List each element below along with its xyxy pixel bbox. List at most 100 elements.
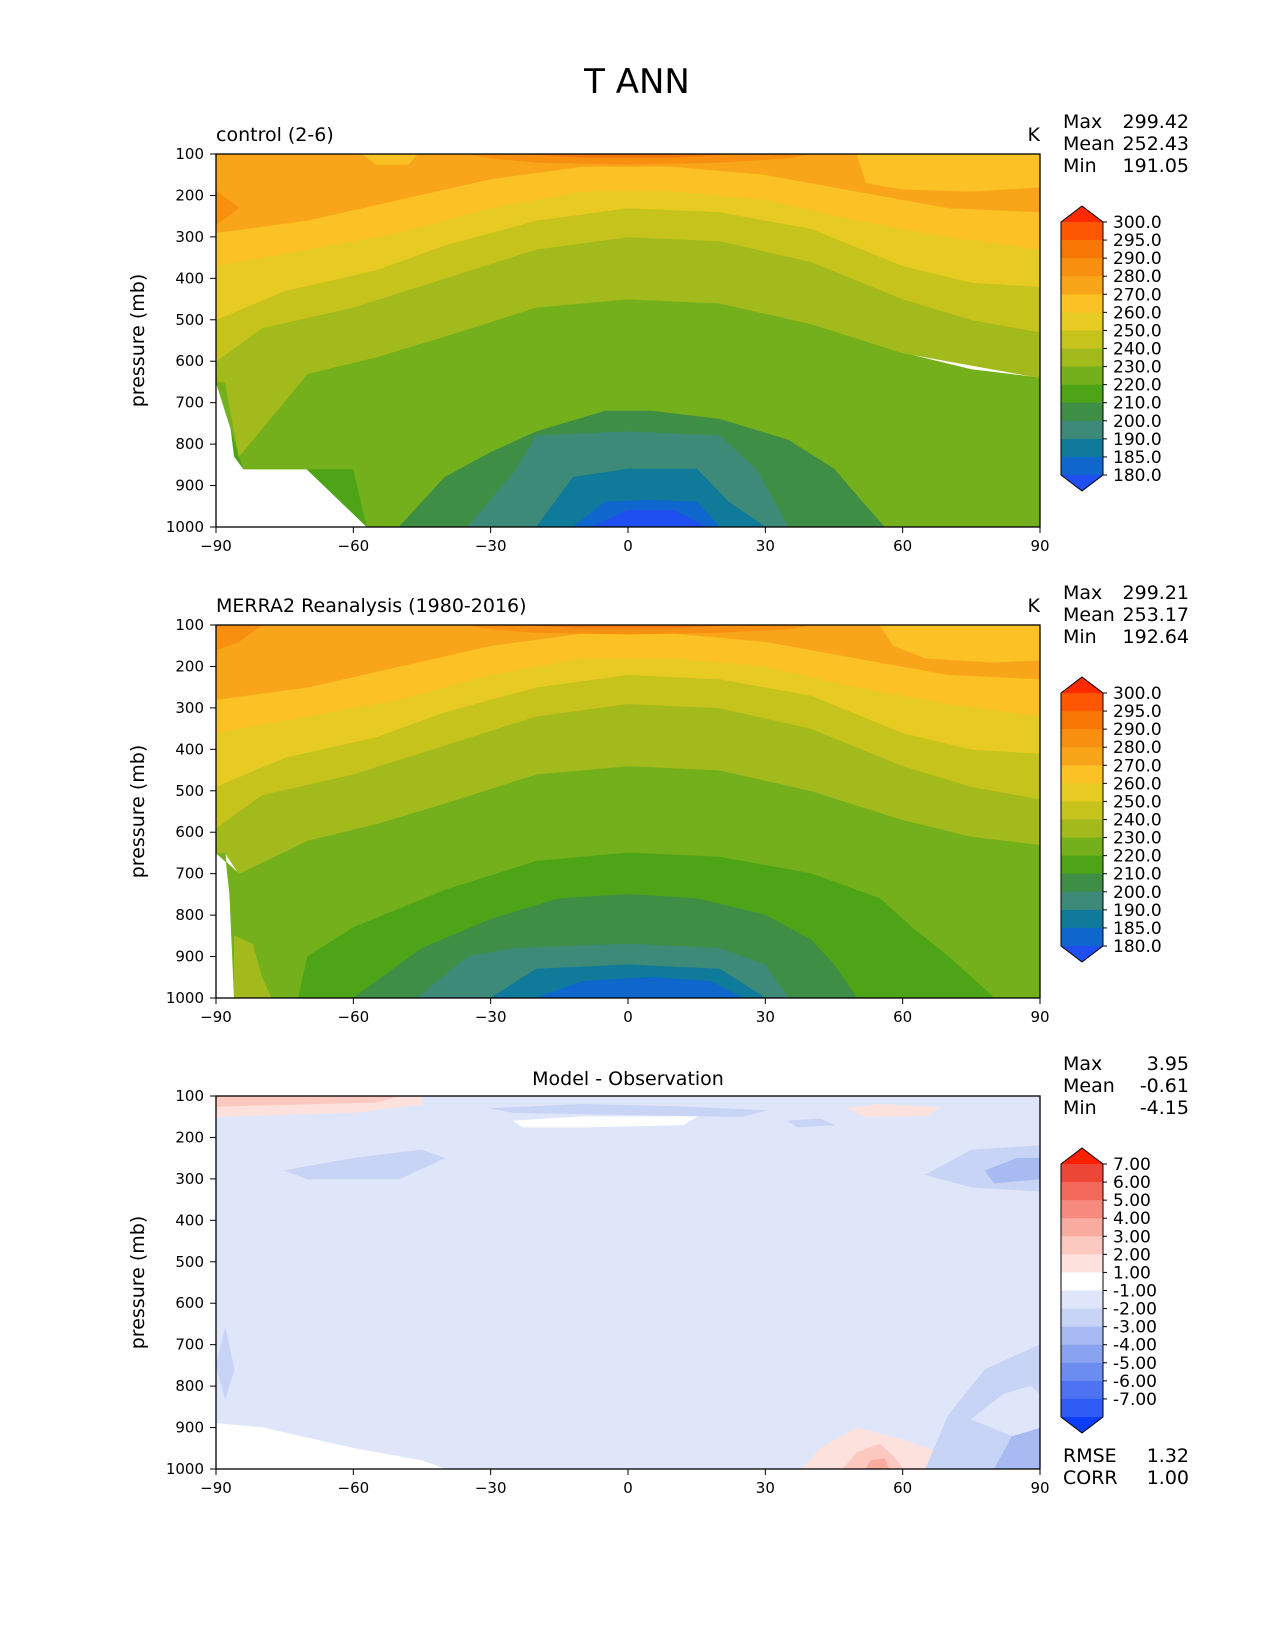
- colorbar-segment: [1061, 729, 1103, 748]
- colorbar-segment: [1061, 366, 1103, 386]
- colorbar-segment: [1061, 456, 1103, 476]
- colorbar-label: 1.00: [1113, 1263, 1151, 1283]
- colorbar-label: 300.0: [1113, 213, 1162, 233]
- colorbar: 300.0295.0290.0280.0270.0260.0250.0240.0…: [1060, 205, 1162, 492]
- x-tick-label: −30: [475, 1479, 507, 1497]
- colorbar-label: 190.0: [1113, 430, 1162, 450]
- colorbar-segment: [1061, 927, 1103, 947]
- y-tick-label: 300: [175, 1170, 204, 1188]
- contour-band-6: [787, 1118, 835, 1128]
- contour-band-9: [527, 154, 729, 158]
- stat-max-value: 3.95: [1147, 1053, 1189, 1075]
- colorbar-segment: [1061, 384, 1103, 404]
- colorbar-label: 260.0: [1113, 303, 1162, 323]
- colorbar-segment: [1061, 402, 1103, 422]
- y-tick-label: 200: [175, 657, 204, 675]
- colorbar-segment: [1061, 837, 1103, 857]
- y-tick-label: 700: [175, 865, 204, 883]
- colorbar-label: 7.00: [1113, 1155, 1151, 1175]
- colorbar-label: -7.00: [1113, 1390, 1157, 1410]
- units-label: K: [1028, 595, 1041, 617]
- y-tick-label: 300: [175, 699, 204, 717]
- colorbar-segment: [1061, 855, 1103, 875]
- contour-band-4: [283, 1149, 446, 1180]
- colorbar-label: 6.00: [1113, 1173, 1151, 1193]
- contour-band-18: [993, 1418, 1040, 1469]
- colorbar-segment: [1061, 801, 1103, 820]
- x-tick-label: −60: [338, 1008, 370, 1026]
- colorbar-label: 185.0: [1113, 448, 1162, 468]
- colorbar-label: 295.0: [1113, 231, 1162, 251]
- contour-band-8: [467, 154, 812, 165]
- y-tick-label: 500: [175, 311, 204, 329]
- contour-band-8: [527, 625, 729, 629]
- colorbar-segment: [1061, 1164, 1103, 1183]
- x-tick-label: −90: [200, 1008, 232, 1026]
- stat-max-label: Max: [1063, 1053, 1102, 1075]
- y-tick-label: 800: [175, 906, 204, 924]
- x-tick-label: 90: [1030, 1008, 1049, 1026]
- colorbar-segment: [1061, 258, 1103, 277]
- colorbar-segment: [1061, 1182, 1103, 1201]
- x-tick-label: −60: [338, 1479, 370, 1497]
- colorbar-label: 250.0: [1113, 321, 1162, 341]
- colorbar-segment: [1061, 1218, 1103, 1237]
- contour-band-15: [536, 976, 743, 998]
- contour-band-13: [216, 1328, 235, 1400]
- colorbar-segment: [1061, 1398, 1103, 1418]
- rmse-value: 1.32: [1147, 1445, 1189, 1467]
- colorbar-segment: [1061, 330, 1103, 349]
- y-tick-label: 900: [175, 948, 204, 966]
- colorbar-label: 4.00: [1113, 1209, 1151, 1229]
- y-tick-label: 600: [175, 1294, 204, 1312]
- contour-fills: [216, 1096, 1040, 1469]
- colorbar-label: 200.0: [1113, 883, 1162, 903]
- colorbar-label: -6.00: [1113, 1372, 1157, 1392]
- colorbar-segment: [1061, 783, 1103, 802]
- colorbar-segment: [1061, 909, 1103, 929]
- x-tick-label: 30: [756, 1479, 775, 1497]
- x-tick-label: 0: [623, 1479, 633, 1497]
- colorbar-label: 5.00: [1113, 1191, 1151, 1211]
- colorbar-label: 180.0: [1113, 466, 1162, 486]
- y-tick-label: 700: [175, 394, 204, 412]
- y-tick-label: 600: [175, 352, 204, 370]
- stat-max-value: 299.42: [1123, 111, 1189, 133]
- stat-min-value: -4.15: [1140, 1097, 1189, 1119]
- y-axis-label: pressure (mb): [127, 745, 149, 879]
- contour-band-3: [846, 1103, 941, 1118]
- corr-value: 1.00: [1147, 1467, 1189, 1489]
- contour-band-7: [467, 625, 812, 635]
- colorbar-segment: [1061, 240, 1103, 259]
- panel-title: control (2-6): [216, 124, 334, 146]
- stat-min-value: 192.64: [1123, 626, 1189, 648]
- y-tick-label: 100: [175, 1087, 204, 1105]
- contour-band-15: [842, 1443, 904, 1469]
- x-tick-label: 30: [756, 1008, 775, 1026]
- colorbar-label: -5.00: [1113, 1354, 1157, 1374]
- colorbar-label: -2.00: [1113, 1300, 1157, 1320]
- colorbar-label: 280.0: [1113, 738, 1162, 758]
- colorbar-label: 250.0: [1113, 792, 1162, 812]
- colorbar-segment: [1061, 765, 1103, 784]
- colorbar-label: 260.0: [1113, 774, 1162, 794]
- contour-band-11: [512, 1116, 698, 1128]
- stat-mean-value: 252.43: [1123, 133, 1189, 155]
- colorbar-segment: [1061, 1290, 1103, 1310]
- contour-band-5: [490, 1103, 766, 1118]
- contour-band-9: [879, 625, 1040, 663]
- stat-mean-value: -0.61: [1140, 1075, 1189, 1097]
- colorbar-label: 220.0: [1113, 847, 1162, 867]
- colorbar-label: 190.0: [1113, 901, 1162, 921]
- panel-title: Model - Observation: [532, 1068, 724, 1090]
- contour-band-10: [353, 1452, 424, 1469]
- x-tick-label: 0: [623, 1008, 633, 1026]
- contour-band-19: [970, 1385, 1040, 1437]
- x-tick-label: −30: [475, 537, 507, 555]
- colorbar: 7.006.005.004.003.002.001.00-1.00-2.00-3…: [1060, 1147, 1157, 1434]
- colorbar-segment: [1061, 1272, 1103, 1291]
- contour-band-2: [216, 1096, 400, 1107]
- y-tick-label: 400: [175, 269, 204, 287]
- colorbar-label: 220.0: [1113, 376, 1162, 396]
